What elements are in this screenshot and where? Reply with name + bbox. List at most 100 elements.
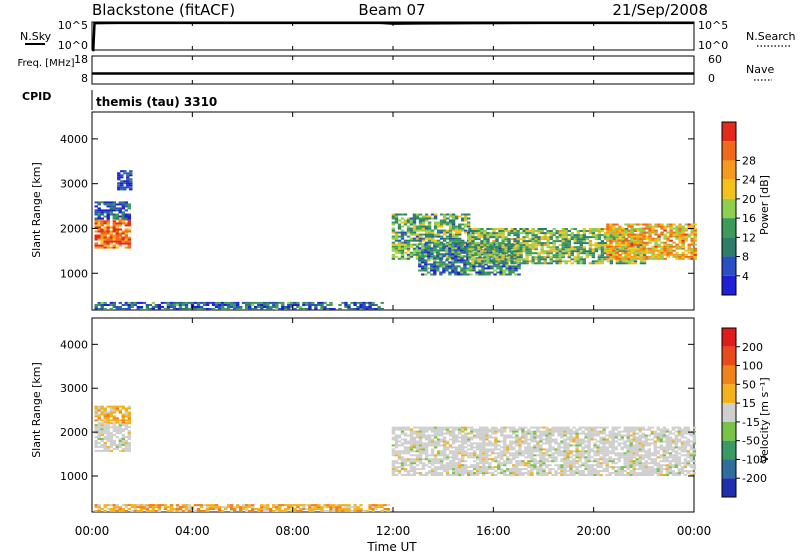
scatter-cell (455, 428, 459, 431)
scatter-cell (657, 233, 661, 236)
scatter-cell (415, 432, 420, 435)
scatter-cell (678, 225, 682, 228)
scatter-cell (124, 228, 128, 231)
scatter-cell (466, 269, 470, 272)
scatter-cell (590, 434, 594, 437)
scatter-cell (397, 235, 402, 238)
scatter-cell (651, 249, 655, 252)
scatter-cell (118, 422, 122, 425)
scatter-cell (656, 450, 660, 453)
scatter-cell (317, 304, 321, 306)
scatter-cell (551, 432, 555, 435)
scatter-cell (516, 236, 520, 239)
scatter-cell (109, 409, 113, 412)
scatter-cell (660, 249, 664, 252)
scatter-cell (609, 227, 613, 230)
scatter-cell (121, 242, 125, 245)
scatter-cell (681, 233, 685, 236)
scatter-cell (626, 464, 630, 467)
scatter-cell (588, 250, 593, 253)
scatter-cell (490, 265, 494, 268)
scatter-cell (448, 474, 453, 476)
scatter-cell (528, 254, 532, 257)
scatter-cell (497, 462, 501, 465)
scatter-cell (690, 251, 694, 254)
scatter-cell (507, 234, 511, 237)
scatter-cell (461, 446, 465, 449)
scatter-cell (344, 306, 348, 308)
scatter-cell (600, 254, 605, 257)
scatter-cell (531, 236, 535, 239)
scatter-cell (552, 244, 556, 247)
scatter-cell (516, 244, 520, 247)
scatter-cell (415, 454, 420, 457)
scatter-cell (124, 415, 128, 418)
scatter-cell (442, 442, 447, 445)
scatter-cell (275, 510, 279, 512)
scatter-cell (527, 448, 531, 451)
scatter-cell (483, 246, 487, 249)
scatter-cell (629, 470, 633, 473)
scatter-cell (112, 228, 116, 231)
scatter-cell (534, 240, 538, 243)
scatter-cell (575, 434, 579, 437)
scatter-cell (470, 438, 474, 441)
scatter-cell (638, 474, 642, 476)
scatter-cell (489, 232, 493, 235)
scatter-cell (669, 249, 673, 252)
scatter-cell (548, 438, 552, 441)
scatter-cell (684, 223, 688, 226)
scatter-cell (103, 226, 107, 229)
scatter-cell (418, 456, 423, 459)
scatter-cell (409, 239, 414, 242)
scatter-cell (692, 442, 697, 445)
scatter-cell (287, 304, 291, 306)
scatter-cell (124, 510, 128, 512)
scatter-cell (508, 271, 512, 274)
scatter-cell (617, 468, 621, 471)
scatter-cell (617, 430, 621, 433)
scatter-cell (451, 440, 456, 443)
scatter-cell (479, 426, 483, 429)
scatter-cell (433, 217, 438, 220)
scatter-cell (397, 462, 402, 465)
scatter-cell (190, 301, 195, 304)
scatter-cell (415, 249, 420, 252)
scatter-cell (497, 452, 501, 455)
scatter-cell (430, 267, 434, 270)
scatter-cell (391, 243, 396, 246)
scatter-cell (430, 247, 434, 250)
scatter-cell (391, 428, 396, 431)
scatter-cell (400, 251, 405, 254)
scatter-cell (123, 188, 127, 191)
scatter-cell (570, 232, 574, 235)
scatter-cell (513, 232, 517, 235)
scatter-cell (448, 241, 453, 244)
scatter-cell (448, 261, 452, 264)
scatter-cell (145, 504, 150, 507)
scatter-cell (427, 221, 432, 224)
scatter-cell (391, 235, 396, 238)
scatter-cell (587, 450, 591, 453)
scatter-cell (464, 243, 468, 246)
scatter-cell (525, 256, 529, 259)
scatter-cell (424, 269, 428, 272)
scatter-cell (433, 458, 438, 461)
scatter-cell (689, 466, 694, 469)
scatter-cell (124, 409, 128, 412)
scatter-cell (653, 440, 657, 443)
scatter-cell (501, 260, 505, 263)
scatter-cell (126, 178, 130, 181)
scatter-cell (97, 207, 101, 210)
scatter-cell (94, 504, 98, 507)
scatter-cell (427, 444, 432, 447)
scatter-cell (555, 248, 559, 251)
scatter-cell (467, 426, 471, 429)
scatter-cell (665, 428, 670, 431)
scatter-cell (112, 226, 116, 229)
scatter-cell (421, 219, 426, 222)
scatter-cell (621, 262, 626, 265)
scatter-cell (638, 446, 642, 449)
scatter-cell (299, 306, 303, 308)
scatter-cell (560, 450, 564, 453)
